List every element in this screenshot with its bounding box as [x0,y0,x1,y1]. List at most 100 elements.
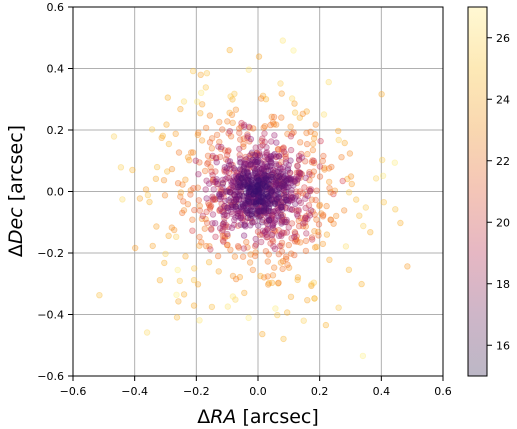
data-point [295,168,302,176]
data-point [283,175,290,182]
data-point [358,280,365,288]
data-point [222,223,229,231]
data-point [244,197,252,204]
data-point [294,175,302,183]
data-point [255,213,262,221]
data-point [262,175,270,182]
data-point [294,274,302,281]
data-point [173,291,180,298]
data-point [295,217,302,225]
data-point [258,165,265,173]
data-point [241,174,249,182]
data-point [279,168,286,175]
data-point [284,130,291,138]
data-point [319,213,327,220]
data-point [267,182,274,189]
data-point [257,208,264,215]
data-point [341,207,348,214]
data-point [288,195,295,202]
data-point [277,203,284,211]
data-point [308,171,316,179]
data-point [212,233,219,240]
data-point [275,193,282,201]
data-point [225,162,233,169]
data-point [252,158,259,166]
data-point [262,174,270,182]
data-point [198,239,205,246]
data-point [269,272,277,279]
data-point [268,192,276,199]
data-point [208,154,216,161]
data-point [198,101,206,108]
data-point [288,234,295,242]
data-point [270,227,278,234]
data-point [263,194,270,201]
data-point [243,176,250,183]
data-point [254,205,261,212]
data-point [235,178,242,185]
data-point [271,132,278,139]
data-point [216,118,223,126]
data-point [269,170,277,177]
data-point [278,90,285,97]
data-point [238,119,245,127]
data-point [221,215,228,222]
data-point [242,156,250,163]
data-point [275,152,282,160]
data-point [221,147,229,154]
data-point [237,210,245,217]
data-point [255,168,262,175]
data-point [232,196,240,203]
data-point [244,195,252,203]
data-point [217,185,224,193]
data-point [247,251,254,258]
data-point [231,191,238,198]
data-point [240,140,247,147]
data-point [247,194,254,201]
data-point [270,243,277,250]
data-point [276,173,284,180]
data-point [253,198,260,205]
data-point [259,203,266,210]
data-point [319,157,326,165]
data-point [251,252,259,260]
data-point [232,296,239,303]
data-point [303,129,310,137]
data-point [208,135,216,142]
data-point [291,175,298,183]
data-point [257,173,264,180]
data-point [249,218,256,225]
data-point [223,241,231,249]
data-point [330,220,337,227]
data-point [327,216,335,224]
data-point [323,231,331,238]
data-point [179,181,186,188]
data-point [260,164,267,171]
data-point [240,232,248,239]
data-point [252,187,260,195]
data-point [248,207,255,215]
data-point [272,167,279,175]
data-point [218,143,225,151]
data-point [189,149,197,156]
data-point [272,305,279,312]
data-point [247,222,254,229]
data-point [298,154,306,161]
data-point [252,161,259,169]
data-point [303,212,310,220]
data-point [244,209,251,216]
data-point [265,172,272,180]
data-point [216,191,224,198]
data-point [250,181,257,189]
data-point [250,203,257,210]
data-point [259,187,266,194]
data-point [311,130,318,138]
data-point [267,153,275,160]
data-point [253,173,261,180]
data-point [206,205,214,212]
data-point [259,179,266,186]
data-point [180,98,188,105]
data-point [246,207,253,214]
data-point [253,156,260,163]
data-point [268,196,276,203]
